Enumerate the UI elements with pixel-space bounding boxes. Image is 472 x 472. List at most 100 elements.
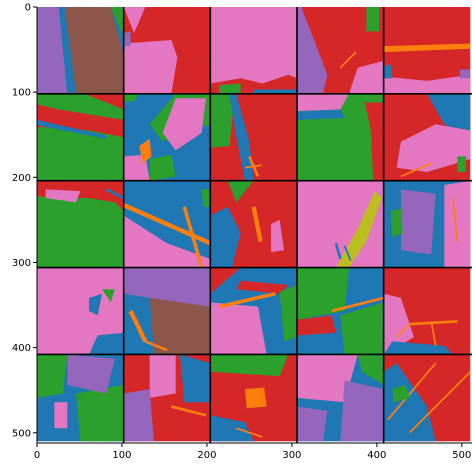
segment-region <box>357 354 384 385</box>
segment-region <box>227 180 254 203</box>
tile-r4-c1 <box>123 354 211 442</box>
tile-r2-c0 <box>37 180 125 268</box>
segment-region <box>296 354 358 403</box>
tile-r2-c4 <box>383 180 471 268</box>
segment-region <box>390 208 403 238</box>
segment-region <box>110 7 124 38</box>
segment-region <box>37 196 124 268</box>
segment-region <box>296 93 349 112</box>
plot-area <box>37 7 472 443</box>
segment-region <box>139 139 152 164</box>
segment-region <box>123 7 146 34</box>
y-tick-label: 100 <box>12 88 31 99</box>
segment-region <box>383 363 436 442</box>
segment-region <box>54 402 68 429</box>
tile-r1-c0 <box>37 93 124 181</box>
segment-region <box>162 98 206 151</box>
segment-region <box>296 109 345 120</box>
segment-stroke <box>122 203 212 246</box>
segment-region <box>459 69 471 79</box>
x-tick-label: 300 <box>282 450 301 461</box>
segment-stroke <box>128 310 148 343</box>
segment-region <box>335 191 382 268</box>
segment-stroke <box>400 162 432 178</box>
tile-r3-c0 <box>37 267 124 355</box>
tile-r2-c1 <box>122 180 212 269</box>
segment-region <box>37 93 124 120</box>
tile-r0-c0 <box>37 7 124 94</box>
segment-region <box>123 267 211 307</box>
segment-region <box>37 126 124 181</box>
segment-stroke <box>396 323 411 338</box>
segment-stroke <box>409 371 471 434</box>
tile-r3-c1 <box>123 267 211 355</box>
segment-region <box>348 60 384 94</box>
segment-region <box>179 354 211 403</box>
tile-r3-c4 <box>383 267 471 355</box>
segment-region <box>244 387 267 409</box>
segment-region <box>340 380 384 442</box>
y-tick-label: 500 <box>12 428 31 439</box>
segment-region <box>37 119 107 140</box>
y-tick-label: 300 <box>12 258 31 269</box>
segment-stroke <box>334 242 342 260</box>
tile-r2-c3 <box>296 180 384 268</box>
segment-stroke <box>430 321 437 346</box>
segment-region <box>67 354 115 394</box>
tile-r4-c0 <box>37 354 124 442</box>
segment-stroke <box>218 291 276 309</box>
segment-region <box>396 124 471 173</box>
segment-region <box>229 93 254 181</box>
tile-r2-c2 <box>210 180 297 268</box>
segment-region <box>218 83 241 94</box>
tile-r4-c4 <box>383 354 471 442</box>
segment-region <box>296 406 328 442</box>
segment-region <box>149 354 176 398</box>
segment-region <box>366 7 380 32</box>
x-tick-label: 200 <box>197 450 216 461</box>
y-tick-label: 0 <box>25 3 31 14</box>
segment-region <box>89 293 102 316</box>
tile-r3-c2 <box>210 267 297 355</box>
segment-stroke <box>331 296 384 313</box>
segment-stroke <box>171 405 207 417</box>
segment-region <box>340 302 384 355</box>
segment-stroke <box>343 245 352 261</box>
tile-r1-c3 <box>296 93 384 181</box>
segment-region <box>236 280 289 294</box>
segment-stroke <box>409 320 458 326</box>
segment-region <box>444 180 471 268</box>
segment-region <box>253 89 297 94</box>
tile-r1-c1 <box>123 93 211 181</box>
segment-region <box>210 415 254 442</box>
segment-region <box>400 189 436 255</box>
x-tick-label: 100 <box>112 450 131 461</box>
tile-r1-c4 <box>383 93 471 181</box>
segment-region <box>102 289 115 303</box>
tile-r0-c1 <box>123 7 211 94</box>
segment-region <box>296 7 328 94</box>
segment-region <box>89 332 124 355</box>
segment-region <box>76 384 124 442</box>
y-tick-label: 400 <box>12 343 31 354</box>
tile-r3-c3 <box>296 267 384 355</box>
segment-stroke <box>236 427 263 438</box>
y-tick-label: 200 <box>12 173 31 184</box>
segment-stroke <box>105 188 125 200</box>
segment-stroke <box>251 206 263 242</box>
segment-region <box>296 315 336 336</box>
segment-region <box>210 302 267 355</box>
segment-region <box>426 93 471 138</box>
segment-region <box>123 40 178 94</box>
tile-r4-c2 <box>210 354 297 442</box>
tile-r0-c3 <box>296 7 384 94</box>
segment-region <box>149 154 176 181</box>
x-tick-label: 400 <box>367 450 386 461</box>
tile-r0-c2 <box>210 7 297 94</box>
segment-region <box>37 7 68 94</box>
tile-r4-c3 <box>296 354 384 442</box>
segment-region <box>383 64 393 79</box>
segment-stroke <box>452 198 459 242</box>
